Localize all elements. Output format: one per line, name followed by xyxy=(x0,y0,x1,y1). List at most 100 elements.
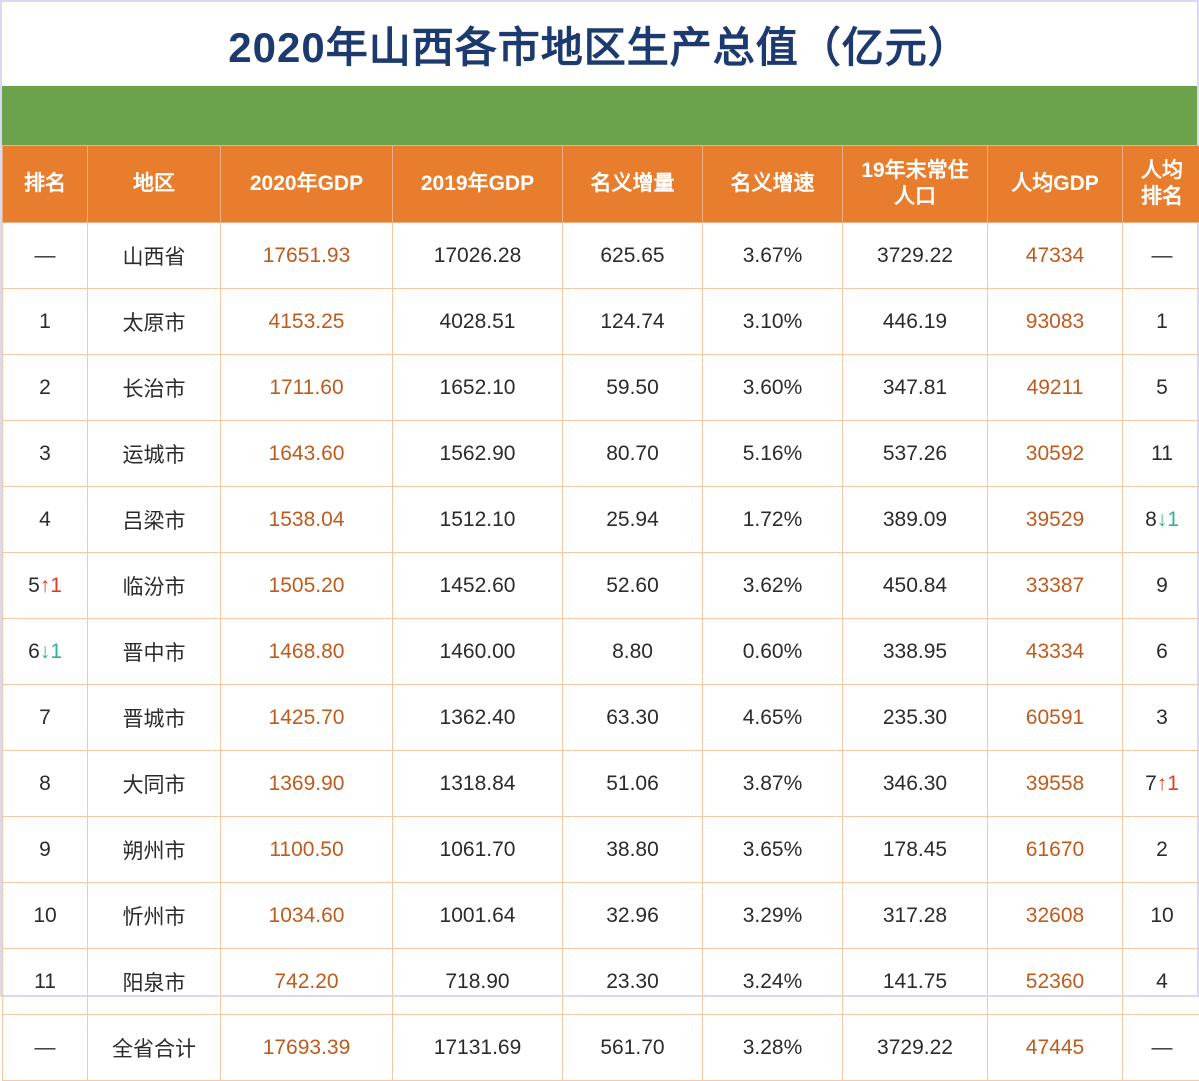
cell-gdp2020: 1711.60 xyxy=(221,355,393,421)
cell-per-capita-gdp: 47445 xyxy=(988,1015,1123,1081)
header-gdp-2019: 2019年GDP xyxy=(393,146,563,223)
cell-region: 大同市 xyxy=(88,751,221,817)
cell-region: 晋城市 xyxy=(88,685,221,751)
cell-per-capita-gdp: 30592 xyxy=(988,421,1123,487)
cell-growth: 3.24% xyxy=(703,949,843,1015)
rank-down-arrow: ↓1 xyxy=(1157,508,1179,531)
cell-rank: — xyxy=(3,1015,88,1081)
cell-gdp2020: 1468.80 xyxy=(221,619,393,685)
cell-growth: 5.16% xyxy=(703,421,843,487)
cell-gdp2019: 718.90 xyxy=(393,949,563,1015)
cell-per-capita-gdp: 33387 xyxy=(988,553,1123,619)
cell-gdp2019: 1652.10 xyxy=(393,355,563,421)
cell-per-capita-rank: 4 xyxy=(1123,949,1199,1015)
cell-population: 537.26 xyxy=(843,421,988,487)
cell-gdp2020: 1505.20 xyxy=(221,553,393,619)
cell-per-capita-gdp: 61670 xyxy=(988,817,1123,883)
header-population: 19年末常住 人口 xyxy=(843,146,988,223)
header-nominal-growth: 名义增速 xyxy=(703,146,843,223)
cell-gdp2019: 4028.51 xyxy=(393,289,563,355)
cell-gdp2019: 1460.00 xyxy=(393,619,563,685)
cell-population: 450.84 xyxy=(843,553,988,619)
cell-per-capita-gdp: 52360 xyxy=(988,949,1123,1015)
cell-gdp2019: 17131.69 xyxy=(393,1015,563,1081)
cell-population: 178.45 xyxy=(843,817,988,883)
cell-increase: 59.50 xyxy=(563,355,703,421)
cell-growth: 3.67% xyxy=(703,223,843,289)
table-header-row: 排名 地区 2020年GDP 2019年GDP 名义增量 名义增速 19年末常住… xyxy=(3,146,1199,223)
cell-gdp2020: 17651.93 xyxy=(221,223,393,289)
cell-rank: 4 xyxy=(3,487,88,553)
cell-rank: 6↓1 xyxy=(3,619,88,685)
cell-rank: 8 xyxy=(3,751,88,817)
cell-region: 朔州市 xyxy=(88,817,221,883)
cell-gdp2019: 1362.40 xyxy=(393,685,563,751)
cell-per-capita-rank: 7↑1 xyxy=(1123,751,1199,817)
cell-region: 忻州市 xyxy=(88,883,221,949)
cell-growth: 0.60% xyxy=(703,619,843,685)
cell-region: 太原市 xyxy=(88,289,221,355)
cell-per-capita-gdp: 39529 xyxy=(988,487,1123,553)
header-per-capita-gdp: 人均GDP xyxy=(988,146,1123,223)
header-region: 地区 xyxy=(88,146,221,223)
cell-per-capita-rank: 2 xyxy=(1123,817,1199,883)
cell-increase: 38.80 xyxy=(563,817,703,883)
cell-growth: 4.65% xyxy=(703,685,843,751)
cell-growth: 3.62% xyxy=(703,553,843,619)
cell-rank: — xyxy=(3,223,88,289)
cell-gdp2020: 1100.50 xyxy=(221,817,393,883)
cell-increase: 625.65 xyxy=(563,223,703,289)
cell-gdp2019: 1452.60 xyxy=(393,553,563,619)
cell-per-capita-rank: 1 xyxy=(1123,289,1199,355)
cell-increase: 51.06 xyxy=(563,751,703,817)
cell-rank: 11 xyxy=(3,949,88,1015)
cell-increase: 124.74 xyxy=(563,289,703,355)
cell-gdp2020: 1538.04 xyxy=(221,487,393,553)
cell-rank: 3 xyxy=(3,421,88,487)
cell-increase: 23.30 xyxy=(563,949,703,1015)
cell-per-capita-gdp: 43334 xyxy=(988,619,1123,685)
cell-per-capita-gdp: 47334 xyxy=(988,223,1123,289)
cell-population: 3729.22 xyxy=(843,223,988,289)
cell-gdp2019: 17026.28 xyxy=(393,223,563,289)
cell-population: 446.19 xyxy=(843,289,988,355)
cell-population: 3729.22 xyxy=(843,1015,988,1081)
cell-gdp2020: 4153.25 xyxy=(221,289,393,355)
cell-increase: 63.30 xyxy=(563,685,703,751)
cell-region: 全省合计 xyxy=(88,1015,221,1081)
cell-growth: 1.72% xyxy=(703,487,843,553)
cell-rank: 1 xyxy=(3,289,88,355)
cell-gdp2019: 1512.10 xyxy=(393,487,563,553)
cell-growth: 3.60% xyxy=(703,355,843,421)
page-title: 2020年山西各市地区生产总值（亿元） xyxy=(2,2,1197,86)
header-rank: 排名 xyxy=(3,146,88,223)
cell-increase: 8.80 xyxy=(563,619,703,685)
cell-per-capita-rank: 11 xyxy=(1123,421,1199,487)
cell-region: 阳泉市 xyxy=(88,949,221,1015)
cell-population: 346.30 xyxy=(843,751,988,817)
cell-per-capita-rank: — xyxy=(1123,223,1199,289)
cell-region: 运城市 xyxy=(88,421,221,487)
cell-growth: 3.28% xyxy=(703,1015,843,1081)
cell-per-capita-rank: 3 xyxy=(1123,685,1199,751)
cell-gdp2019: 1562.90 xyxy=(393,421,563,487)
cell-rank: 10 xyxy=(3,883,88,949)
cell-region: 山西省 xyxy=(88,223,221,289)
cell-increase: 32.96 xyxy=(563,883,703,949)
cell-region: 晋中市 xyxy=(88,619,221,685)
cell-gdp2019: 1001.64 xyxy=(393,883,563,949)
green-banner xyxy=(2,86,1197,145)
header-nominal-increase: 名义增量 xyxy=(563,146,703,223)
cell-gdp2020: 1643.60 xyxy=(221,421,393,487)
cell-gdp2020: 17693.39 xyxy=(221,1015,393,1081)
cell-growth: 3.65% xyxy=(703,817,843,883)
cell-growth: 3.10% xyxy=(703,289,843,355)
